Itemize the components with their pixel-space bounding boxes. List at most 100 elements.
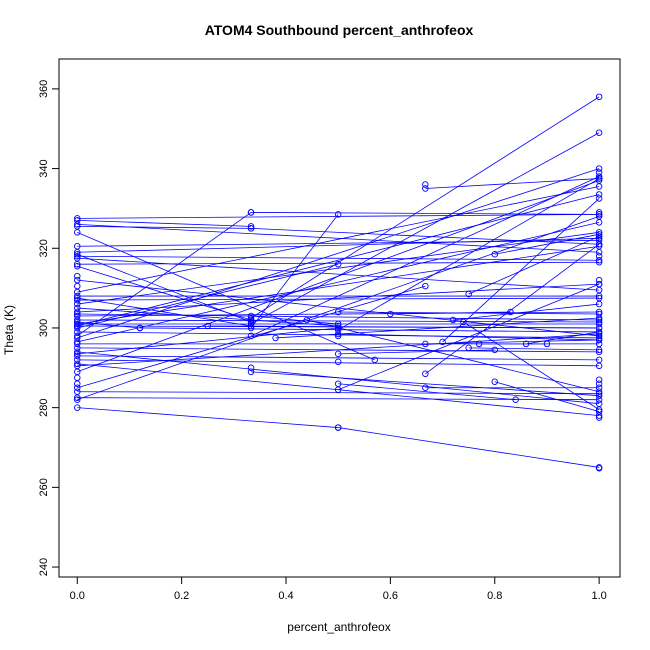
data-point [595, 316, 603, 324]
series-line [139, 327, 600, 333]
x-tick-label: 0.2 [174, 590, 189, 602]
y-axis-label: Theta (K) [2, 305, 16, 355]
data-point [422, 384, 429, 391]
data-point [460, 318, 467, 326]
data-point [74, 310, 81, 318]
data-point [595, 388, 603, 395]
data-point [512, 396, 519, 403]
data-point [595, 332, 603, 340]
data-point [334, 211, 342, 218]
series-line [77, 333, 600, 367]
data-point [371, 356, 378, 364]
data-point [449, 316, 457, 324]
series-line [306, 319, 600, 393]
series-line [251, 212, 600, 215]
series-line [77, 397, 600, 401]
data-point [74, 262, 81, 270]
data-point [247, 368, 255, 376]
data-point [247, 320, 255, 328]
data-point [595, 348, 603, 356]
data-point [334, 322, 342, 330]
data-point [74, 292, 81, 300]
data-point [334, 380, 342, 387]
data-point [422, 185, 429, 192]
y-tick-label: 280 [38, 398, 50, 416]
data-point [439, 338, 446, 346]
y-tick-label: 340 [38, 159, 50, 177]
series-line [425, 339, 600, 345]
data-point [247, 324, 255, 332]
data-point [522, 340, 530, 348]
data-point [595, 392, 603, 399]
data-point [247, 225, 255, 232]
data-point [595, 286, 603, 294]
data-point [247, 209, 255, 216]
data-point [595, 93, 603, 101]
series-line [275, 317, 600, 339]
series-line [77, 331, 600, 339]
data-point [475, 340, 483, 348]
data-point [595, 464, 603, 472]
series-line [77, 237, 600, 253]
series-line [251, 227, 600, 245]
data-point [303, 316, 311, 324]
data-point [595, 346, 603, 354]
y-tick-label: 360 [38, 80, 50, 98]
series-line [77, 313, 600, 321]
series-line [77, 257, 600, 291]
data-point [247, 322, 255, 330]
data-point [595, 211, 603, 218]
data-point [595, 219, 603, 226]
data-point [595, 195, 603, 202]
series-line [338, 427, 600, 468]
data-point [74, 320, 81, 328]
series-line [338, 283, 600, 391]
data-point [595, 362, 603, 370]
data-point [595, 328, 603, 336]
data-point [74, 348, 81, 356]
data-point [595, 252, 603, 260]
series-line [77, 245, 600, 325]
series-line [207, 325, 600, 329]
data-point [595, 390, 603, 397]
data-point [334, 308, 342, 316]
data-point [595, 256, 603, 264]
data-point [422, 370, 429, 378]
data-point [74, 338, 81, 346]
data-point [595, 165, 603, 172]
data-point [595, 173, 603, 180]
series-line [77, 225, 252, 229]
data-point [74, 380, 81, 387]
data-point [595, 376, 603, 384]
data-point [422, 340, 429, 348]
x-tick-label: 0.0 [70, 590, 85, 602]
series-line [77, 168, 600, 339]
plot-lines [77, 96, 600, 468]
data-point [595, 229, 603, 236]
series-line [77, 231, 600, 305]
data-point [334, 260, 342, 268]
y-tick-label: 240 [38, 558, 50, 576]
series-line [77, 265, 252, 321]
series-line [77, 283, 600, 313]
data-point [74, 396, 81, 403]
data-point [136, 324, 144, 332]
series-line [77, 216, 600, 401]
series-line [77, 327, 339, 355]
data-point [387, 310, 394, 318]
data-point [491, 346, 499, 354]
data-point [334, 350, 342, 358]
series-line [77, 221, 600, 343]
data-point [247, 312, 255, 320]
data-point [334, 358, 342, 366]
x-tick-label: 1.0 [591, 590, 606, 602]
data-point [74, 254, 81, 262]
series-line [77, 214, 600, 219]
data-point [465, 344, 472, 352]
data-point [491, 250, 499, 258]
series-line [77, 355, 600, 361]
data-point [74, 252, 81, 260]
data-point [74, 300, 81, 308]
series-line [494, 233, 600, 255]
